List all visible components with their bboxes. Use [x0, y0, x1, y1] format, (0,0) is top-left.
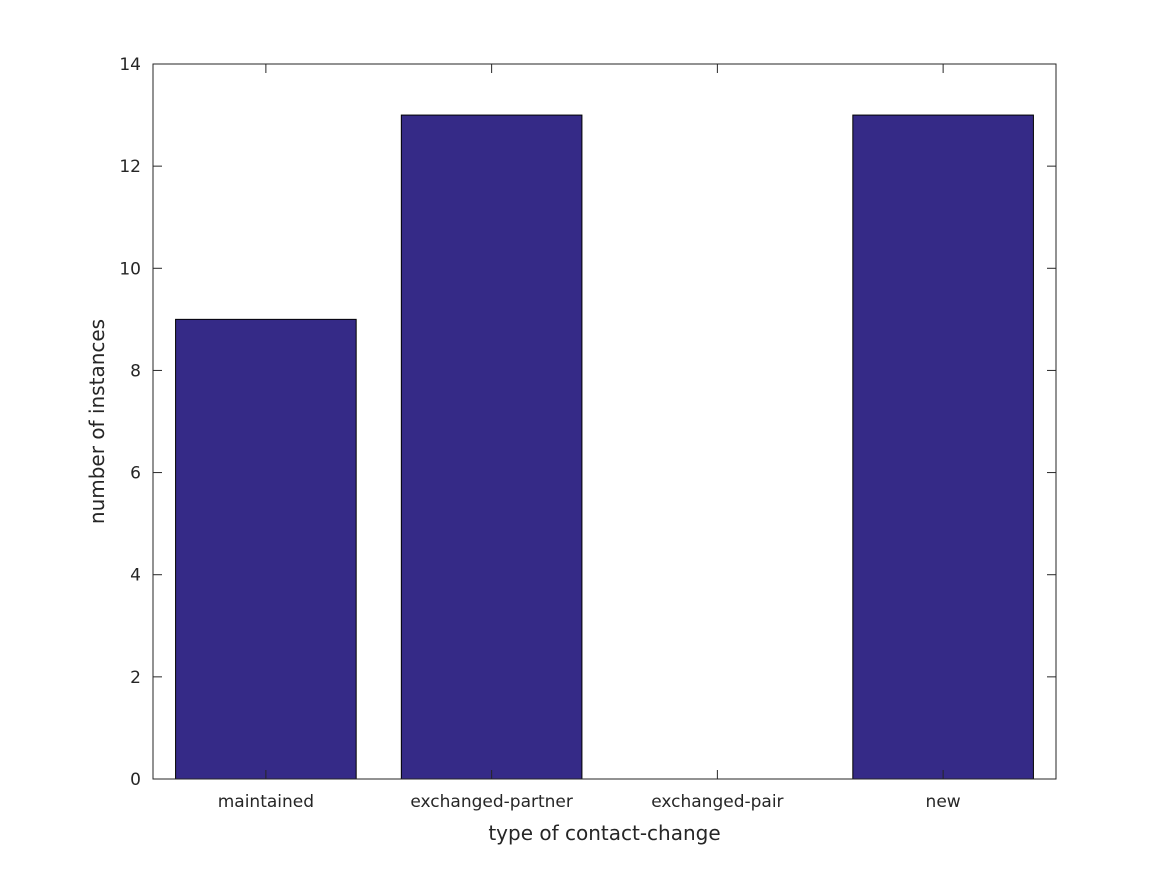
x-tick-label: exchanged-pair: [651, 792, 783, 812]
y-tick-label: 0: [130, 770, 141, 790]
x-tick-label: new: [926, 792, 961, 812]
y-tick-label: 10: [119, 259, 141, 279]
bar-exchanged-partner: [400, 114, 583, 780]
bar-maintained: [175, 318, 357, 780]
y-tick-label: 6: [130, 464, 141, 484]
y-tick-label: 8: [130, 361, 141, 381]
y-axis-label: number of instances: [85, 319, 109, 524]
y-tick-label: 4: [130, 566, 141, 586]
plot-frame: [152, 63, 1057, 780]
y-tick-label: 12: [119, 157, 141, 177]
y-tick-label: 2: [130, 668, 141, 688]
x-tick-label: maintained: [218, 792, 314, 812]
x-axis-label: type of contact-change: [488, 821, 720, 845]
x-tick-label: exchanged-partner: [410, 792, 573, 812]
y-tick-label: 14: [119, 55, 141, 75]
bar-new: [852, 114, 1034, 780]
